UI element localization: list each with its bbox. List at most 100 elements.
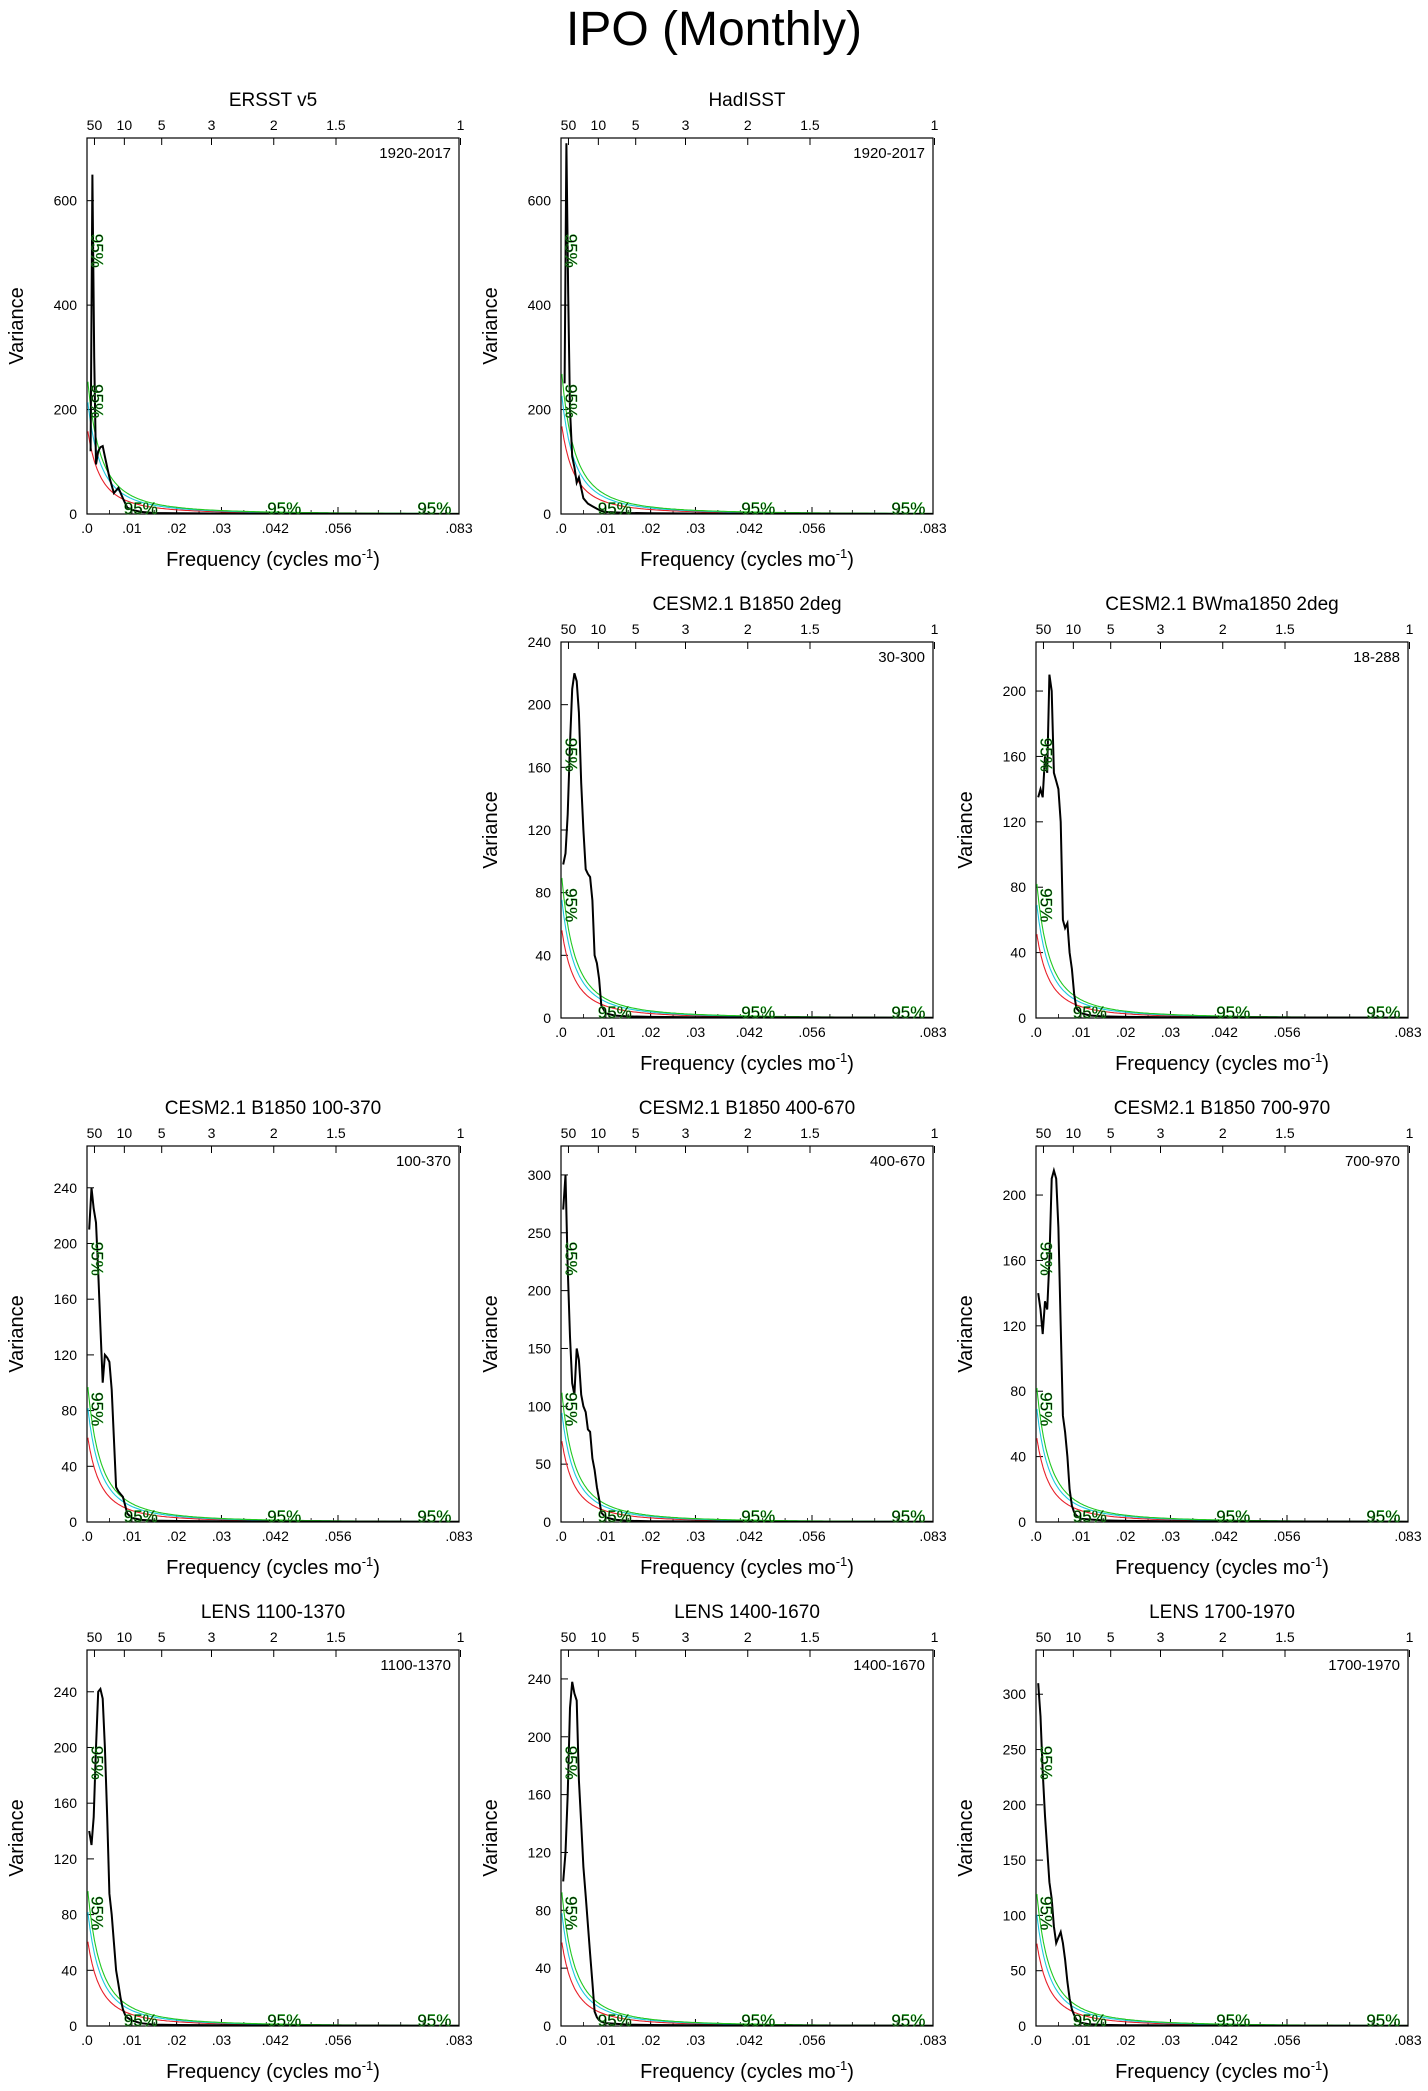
x-axis-label-close: ) [847,1557,854,1579]
confidence-line-b [1036,883,1408,1018]
plot-frame [1035,1649,1409,2027]
panel-3: CESM2.1 B1850 2deg 30-300 .0 .01 .02 .03 .042.… [480,594,947,1075]
top-tick-label: 5 [158,1125,166,1141]
y-axis-label: Variance [480,287,502,364]
ci-label-mid: 95% [124,499,158,518]
x-tick-label: .02 [1116,1528,1136,1544]
top-tick-label: 1 [931,1629,939,1645]
x-tick-label: .083 [1394,2032,1421,2048]
curves [561,143,933,514]
x-tick-label: .056 [798,2032,825,2048]
x-tick-label: .02 [167,520,187,536]
x-tick-label: .02 [641,2032,661,2048]
y-tick-label: 0 [69,2018,77,2034]
ci-label-lower: 95% [1036,1896,1055,1930]
x-tick-label: .083 [445,2032,472,2048]
top-tick-label: 2 [744,621,752,637]
x-axis-label: Frequency (cycles mo-1) [166,546,380,571]
panel-2: HadISST 1920-2017 .0 .01 .02 .03 .042 .056 .083 5… [480,90,947,571]
spectrum-line [1037,1683,1408,2026]
x-axis-label-exponent: -1 [836,2058,848,2073]
x-axis-label: Frequency (cycles mo-1) [640,546,854,571]
confidence-line-a [1036,1408,1408,1522]
x-tick-label: .042 [1211,1024,1238,1040]
confidence-line-a [561,899,933,1018]
plot-frame [1035,1145,1409,1523]
confidence-line-b [87,1387,459,1522]
top-tick-label: 5 [632,1125,640,1141]
top-tick-label: 2 [744,1125,752,1141]
x-tick-label: .03 [686,2032,706,2048]
y-tick-label: 400 [54,297,78,313]
y-tick-label: 240 [528,634,552,650]
top-tick-label: 3 [682,117,690,133]
top-tick-label: 50 [87,117,103,133]
top-tick-label: 10 [1066,1629,1082,1645]
x-tick-label: .083 [919,1528,946,1544]
x-tick-label: .03 [1161,1024,1181,1040]
plot-frame [1035,641,1409,1019]
x-axis-label-close: ) [1322,1557,1329,1579]
x-tick-label: .01 [596,1528,616,1544]
curves [1036,1683,1408,2026]
y-axis-label: Variance [955,1295,977,1372]
x-axis-label: Frequency (cycles mo-1) [640,2058,854,2083]
plot-frame [86,1649,460,2027]
top-tick-label: 5 [1107,1629,1115,1645]
top-tick-label: 1.5 [800,621,820,637]
top-tick-label: 5 [158,117,166,133]
y-axis-label: Variance [955,791,977,868]
spectrum-line [1037,1166,1408,1522]
x-tick-label: .01 [122,1528,142,1544]
curves [1036,674,1408,1018]
x-axis-label-close: ) [1322,1053,1329,1075]
confidence-line-a [561,1412,933,1522]
ci-label-mid: 95% [598,499,632,518]
y-axis-label: Variance [480,1799,502,1876]
x-tick-label: .01 [122,520,142,536]
top-tick-label: 50 [561,1125,577,1141]
y-tick-label: 40 [535,947,551,963]
top-tick-label: 10 [117,1629,133,1645]
top-tick-label: 3 [208,117,216,133]
panel-4: CESM2.1 BWma1850 2deg 18-288 .0 .01 .02 .03 .0… [955,594,1422,1075]
ci-label-end: 95% [417,1507,451,1526]
y-tick-label: 0 [69,1514,77,1530]
x-tick-label: .0 [555,1024,567,1040]
panel-title: HadISST [708,90,785,111]
x-axis-label-exponent: -1 [1311,1554,1323,1569]
top-tick-label: 3 [682,621,690,637]
top-tick-label: 2 [1219,1125,1227,1141]
confidence-line-b [561,373,933,514]
top-tick-label: 3 [208,1629,216,1645]
y-tick-label: 200 [54,1235,78,1251]
x-axis-label-close: ) [1322,2061,1329,2083]
plot-frame [560,1649,934,2027]
y-tick-label: 150 [1003,1852,1027,1868]
confidence-line-a [87,402,459,514]
y-tick-label: 40 [535,1960,551,1976]
x-tick-label: .01 [1071,2032,1091,2048]
x-tick-label: .042 [736,1024,763,1040]
panel-title: CESM2.1 B1850 400-670 [639,1098,856,1119]
x-tick-label: .042 [262,2032,289,2048]
top-tick-label: 2 [270,1629,278,1645]
period-label: 100-370 [396,1153,451,1170]
y-tick-label: 200 [1003,1797,1027,1813]
x-tick-label: .042 [736,1528,763,1544]
x-tick-label: .02 [1116,2032,1136,2048]
confidence-line-b [87,1891,459,2026]
y-tick-label: 0 [543,1514,551,1530]
plot-frame [86,1145,460,1523]
top-tick-label: 5 [158,1629,166,1645]
top-tick-label: 1.5 [800,117,820,133]
top-tick-label: 1.5 [1275,1125,1295,1141]
top-tick-label: 50 [87,1629,103,1645]
ci-label-mid: 95% [124,2011,158,2030]
x-tick-label: .056 [1273,1024,1300,1040]
y-tick-label: 240 [54,1684,78,1700]
x-tick-label: .01 [596,1024,616,1040]
x-tick-label: .01 [596,520,616,536]
period-label: 1920-2017 [379,145,451,162]
